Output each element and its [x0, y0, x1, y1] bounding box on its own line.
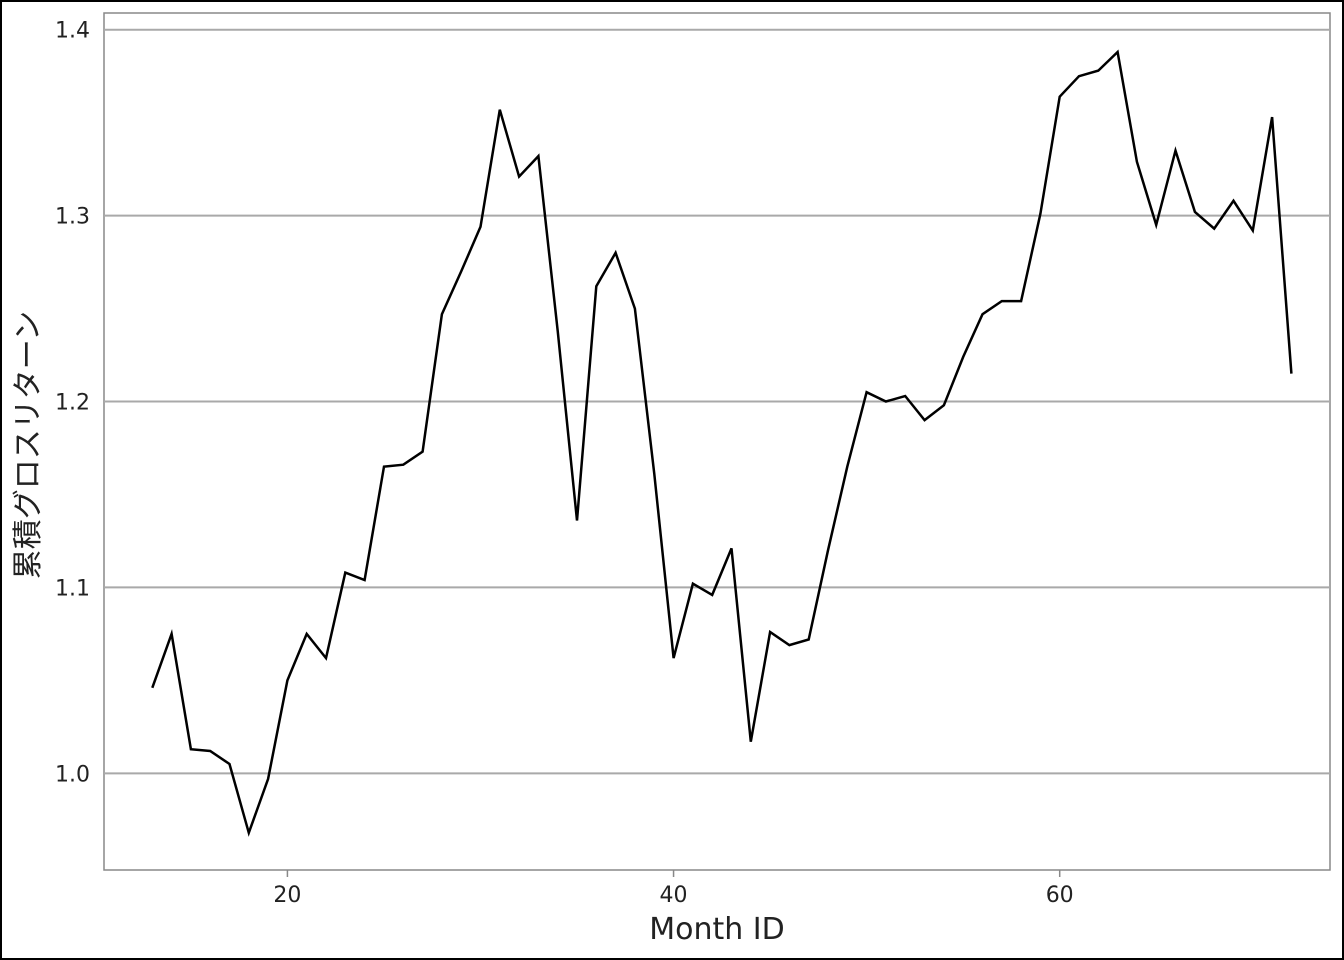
x-tick-label: 40	[660, 883, 688, 908]
y-tick-label: 1.2	[55, 391, 90, 416]
y-tick-label: 1.0	[55, 762, 90, 787]
series-layer	[151, 49, 1293, 837]
y-tick-label: 1.4	[55, 19, 90, 44]
y-axis-title: 累積グロスリターン	[11, 311, 46, 580]
x-tick-label: 60	[1046, 883, 1074, 908]
x-axis-title: Month ID	[649, 912, 785, 947]
x-tick-label: 20	[273, 883, 301, 908]
x-axis-ticks: 20 40 60	[273, 870, 1074, 908]
gridlines	[104, 28, 1330, 775]
series-line	[151, 49, 1293, 837]
plot-area	[103, 12, 1331, 871]
y-tick-label: 1.1	[55, 576, 90, 601]
y-tick-label: 1.3	[55, 205, 90, 230]
y-axis-ticks: 1.0 1.1 1.2 1.3 1.4	[55, 19, 90, 788]
